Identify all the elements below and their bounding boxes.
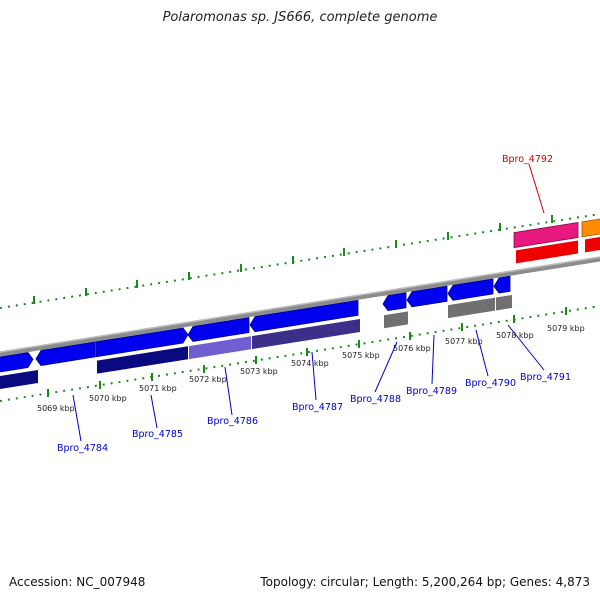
kbp-label: 5076 kbp: [393, 344, 431, 353]
genome-title: Polaromonas sp. JS666, complete genome: [162, 10, 438, 25]
kbp-label: 5077 kbp: [445, 337, 483, 346]
kbp-label: 5075 kbp: [342, 351, 380, 360]
kbp-label: 5074 kbp: [291, 359, 329, 368]
cds-4790: [448, 297, 495, 319]
gene-arrow-4786[interactable]: [95, 327, 189, 358]
gene-label-bpro-4786[interactable]: Bpro_4786: [207, 416, 258, 427]
upper-tick-track: [0, 213, 600, 309]
gene-arrow-4790[interactable]: [406, 285, 448, 308]
forward-gene-track: [0, 218, 600, 373]
accession-text: Accession: NC_007948: [9, 575, 146, 589]
kbp-label: 5072 kbp: [189, 375, 227, 384]
gene-labels: Bpro_4784 Bpro_4785 Bpro_4786 Bpro_4787 …: [57, 154, 571, 454]
gene-label-bpro-4785[interactable]: Bpro_4785: [132, 429, 183, 440]
gene-arrow-4785[interactable]: [35, 341, 96, 366]
gene-label-bpro-4789[interactable]: Bpro_4789: [406, 386, 457, 397]
gene-arrow-4791b[interactable]: [493, 275, 511, 294]
cds-4784: [0, 369, 38, 390]
gene-arrow-4788[interactable]: [249, 299, 359, 333]
cds-4788: [384, 311, 408, 329]
gene-arrow-4792[interactable]: [513, 222, 579, 249]
kbp-labels: 5069 kbp 5070 kbp 5071 kbp 5072 kbp 5073…: [37, 324, 585, 413]
gene-label-bpro-4788[interactable]: Bpro_4788: [350, 394, 401, 405]
gene-label-bpro-4787[interactable]: Bpro_4787: [292, 402, 343, 413]
cds-4785: [97, 346, 188, 374]
cds-track: [0, 236, 600, 390]
kbp-label: 5071 kbp: [139, 384, 177, 393]
kbp-label: 5073 kbp: [240, 367, 278, 376]
gene-label-bpro-4791[interactable]: Bpro_4791: [520, 372, 571, 383]
cds-4793: [585, 236, 600, 253]
cds-4786: [189, 336, 251, 360]
kbp-label: 5070 kbp: [89, 394, 127, 403]
lower-major-ticks: [47, 307, 567, 397]
topology-text: Topology: circular; Length: 5,200,264 bp…: [260, 575, 590, 589]
gene-arrow-4789[interactable]: [382, 292, 407, 312]
kbp-label: 5078 kbp: [496, 331, 534, 340]
genome-backbone: [0, 256, 600, 357]
gene-leader-lines: [72, 163, 545, 442]
gene-arrow-4791[interactable]: [447, 278, 494, 301]
cds-4791: [496, 294, 512, 311]
gene-label-bpro-4792[interactable]: Bpro_4792: [502, 154, 553, 165]
gene-arrow-4784[interactable]: [0, 352, 34, 373]
kbp-label: 5079 kbp: [547, 324, 585, 333]
gene-label-bpro-4790[interactable]: Bpro_4790: [465, 378, 516, 389]
gene-arrow-4787[interactable]: [187, 317, 250, 343]
gene-arrow-4793[interactable]: [581, 218, 600, 238]
gene-label-bpro-4784[interactable]: Bpro_4784: [57, 443, 108, 454]
upper-major-ticks: [33, 215, 553, 304]
kbp-label: 5069 kbp: [37, 404, 75, 413]
cds-4787: [252, 319, 360, 350]
cds-4792: [516, 240, 578, 264]
